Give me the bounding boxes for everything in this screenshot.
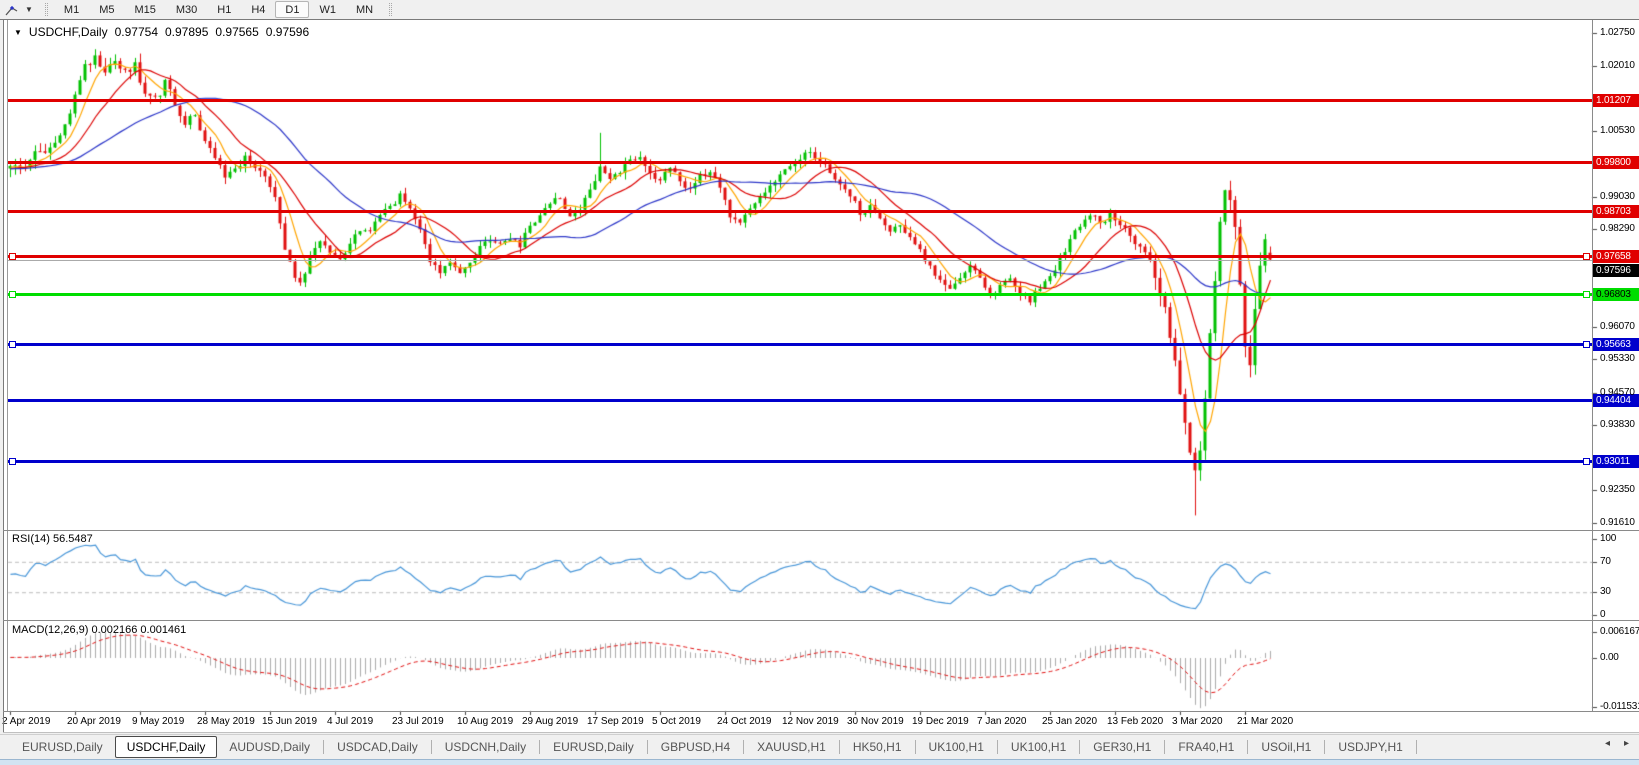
tab-separator (430, 740, 432, 754)
chart-window-left-border (3, 20, 4, 733)
plot-left-border (7, 20, 8, 711)
chart-window-bottom-border (3, 732, 1639, 733)
tab-separator (539, 740, 541, 754)
tab-separator (323, 740, 325, 754)
timeframe-button-h4[interactable]: H4 (251, 3, 266, 16)
tab-scroll-left-icon[interactable]: ◂ (1604, 738, 1610, 749)
collapse-arrow-icon[interactable]: ▼ (14, 27, 22, 37)
tab-separator (838, 740, 840, 754)
macd-label: MACD(12,26,9) 0.002166 0.001461 (12, 624, 187, 636)
tab-separator (1164, 740, 1166, 754)
tab-11-ger30-h1[interactable]: GER30,H1 (1093, 740, 1152, 754)
timeframe-button-m1[interactable]: M1 (63, 3, 80, 16)
toolbar-grip-2 (389, 3, 393, 16)
timeframe-button-w1[interactable]: W1 (319, 3, 336, 16)
pane-splitter-macd[interactable] (3, 620, 1639, 621)
chart-title: ▼ USDCHF,Daily 0.97754 0.97895 0.97565 0… (14, 25, 309, 39)
timeframe-button-m15[interactable]: M15 (134, 3, 156, 16)
rsi-label: RSI(14) 56.5487 (12, 533, 93, 545)
toolbar-grip (44, 3, 48, 16)
tab-scroll-right-icon[interactable]: ▸ (1623, 738, 1629, 749)
status-strip (0, 759, 1639, 765)
ohlc-close: 0.97596 (265, 25, 310, 39)
date-axis-border (3, 711, 1639, 712)
tab-8-hk50-h1[interactable]: HK50,H1 (852, 740, 902, 754)
timeframe-button-m30[interactable]: M30 (175, 3, 198, 16)
tab-scroll-arrows: ◂ ▸ (1605, 738, 1629, 749)
tab-10-uk100-h1[interactable]: UK100,H1 (1010, 740, 1067, 754)
timeframe-button-m5[interactable]: M5 (99, 3, 115, 16)
tab-4-usdcnh-daily[interactable]: USDCNH,Daily (444, 740, 527, 754)
symbol-period-label: USDCHF,Daily (28, 25, 108, 39)
tab-1-usdchf-daily[interactable]: USDCHF,Daily (114, 736, 218, 758)
ohlc-low: 0.97565 (215, 25, 259, 39)
timeframe-button-d1[interactable]: D1 (275, 1, 310, 18)
timeframe-button-mn[interactable]: MN (355, 3, 374, 16)
timeframe-toolbar: ▼ M1 M5 M15 M30 H1 H4 D1 W1 MN (0, 0, 1639, 19)
ohlc-high: 0.97895 (165, 25, 209, 39)
tab-6-gbpusd-h4[interactable]: GBPUSD,H4 (660, 740, 731, 754)
tab-3-usdcad-daily[interactable]: USDCAD,Daily (337, 740, 418, 754)
tab-12-fra40-h1[interactable]: FRA40,H1 (1178, 740, 1235, 754)
tab-separator (743, 740, 745, 754)
dropdown-caret-icon[interactable]: ▼ (25, 5, 33, 14)
chart-window-top-border (0, 19, 1639, 20)
tab-separator (1079, 740, 1081, 754)
tab-separator (1247, 740, 1249, 754)
tab-separator (646, 740, 648, 754)
tab-13-usoil-h1[interactable]: USOil,H1 (1261, 740, 1312, 754)
timeframe-button-h1[interactable]: H1 (217, 3, 232, 16)
price-axis-border (1592, 20, 1593, 711)
tab-separator (996, 740, 998, 754)
tab-9-uk100-h1[interactable]: UK100,H1 (928, 740, 984, 754)
tab-0-eurusd-daily[interactable]: EURUSD,Daily (22, 740, 103, 754)
tab-7-xauusd-h1[interactable]: XAUUSD,H1 (757, 740, 826, 754)
tab-2-audusd-daily[interactable]: AUDUSD,Daily (229, 740, 311, 754)
timeframe-buttons: M1 M5 M15 M30 H1 H4 D1 W1 MN (54, 0, 383, 19)
tab-5-eurusd-daily[interactable]: EURUSD,Daily (553, 740, 634, 754)
ohlc-open: 0.97754 (114, 25, 158, 39)
chart-object-icon[interactable] (4, 3, 20, 17)
tab-14-usdjpy-h1[interactable]: USDJPY,H1 (1338, 740, 1403, 754)
symbol-tabs: EURUSD,Daily USDCHF,Daily AUDUSD,Daily USDC… (0, 734, 1639, 759)
pane-splitter-rsi[interactable] (3, 530, 1639, 531)
tab-separator (1324, 740, 1326, 754)
tab-separator (1415, 740, 1417, 754)
tab-separator (914, 740, 916, 754)
chart-tools-group: ▼ (0, 3, 39, 17)
